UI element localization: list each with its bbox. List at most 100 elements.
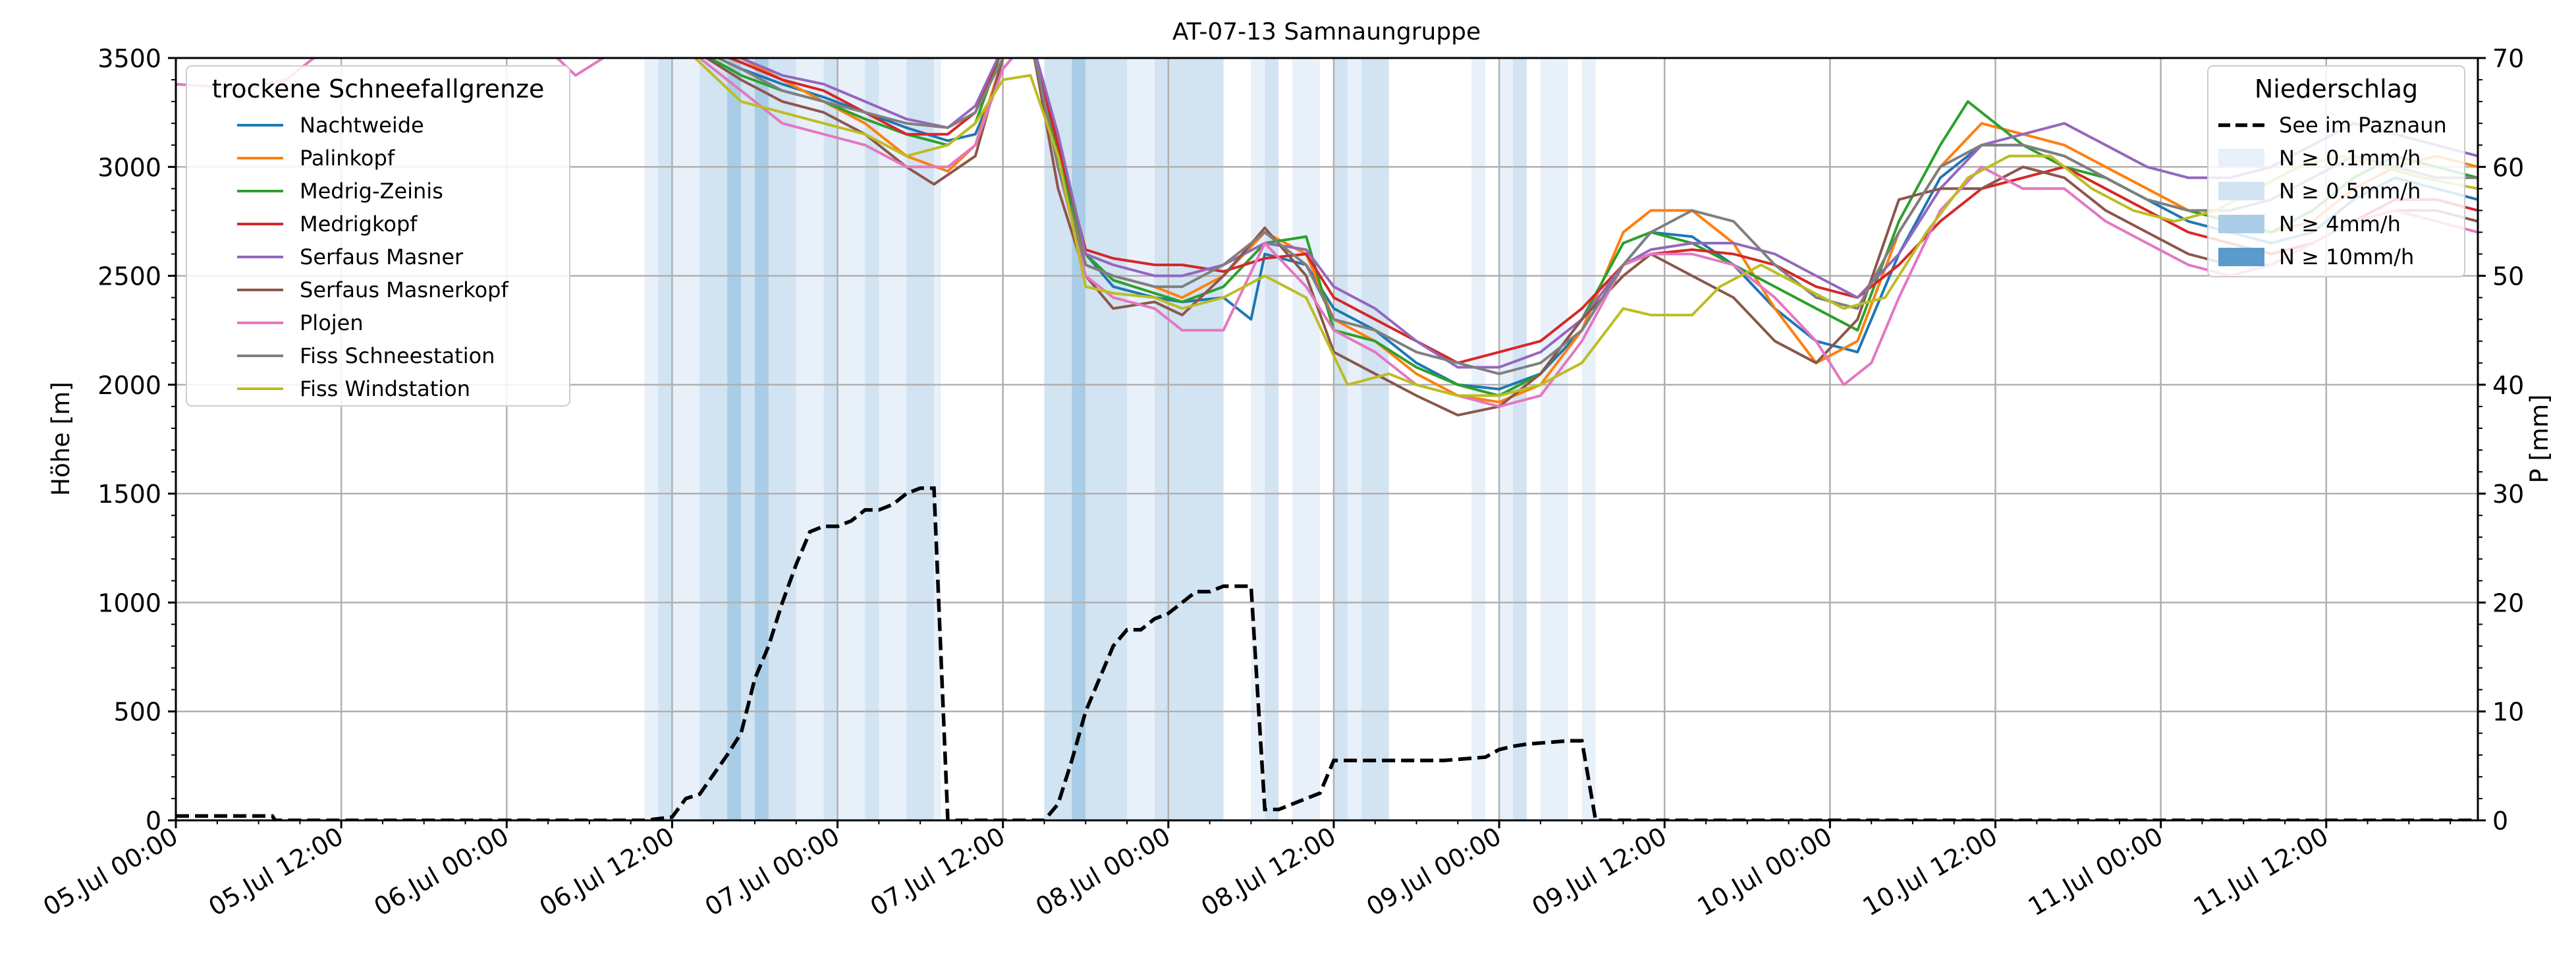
legend-entry: Plojen bbox=[300, 310, 364, 335]
legend-entry: Medrig-Zeinis bbox=[300, 179, 443, 204]
x-tick-label: 08.Jul 00:00 bbox=[1031, 822, 1175, 922]
precip-band bbox=[741, 58, 755, 820]
y2-tick-label: 10 bbox=[2492, 698, 2524, 727]
series-line-palinkopf bbox=[736, 58, 2478, 404]
precip-band bbox=[1333, 58, 1348, 820]
precip-band bbox=[1554, 58, 1568, 820]
series-line-plojen bbox=[176, 58, 2478, 408]
legend-snowline: trockene Schneefallgrenze Nachtweide Pali… bbox=[186, 65, 570, 407]
snowline-series bbox=[176, 58, 2478, 417]
precip-band bbox=[1347, 58, 1361, 820]
y2-axis-label: P [mm] bbox=[2525, 394, 2554, 483]
y2-tick-label: 0 bbox=[2492, 807, 2508, 836]
legend-precip-box bbox=[2207, 65, 2465, 277]
legend-entry: Serfaus Masnerkopf bbox=[300, 277, 508, 302]
precip-series bbox=[176, 486, 2478, 820]
y-tick-label: 2500 bbox=[97, 262, 161, 291]
legend-snowline-box bbox=[186, 65, 570, 407]
precip-band bbox=[823, 58, 838, 820]
y2-tick-label: 30 bbox=[2492, 480, 2524, 509]
x-tick-label: 06.Jul 12:00 bbox=[535, 822, 679, 922]
x-tick-label: 08.Jul 12:00 bbox=[1196, 822, 1340, 922]
y-tick-label: 3000 bbox=[97, 153, 161, 182]
series-line-medrig-zeinis bbox=[707, 58, 2478, 397]
precip-band bbox=[658, 58, 672, 820]
precip-band bbox=[754, 58, 769, 820]
precip-band bbox=[837, 58, 865, 820]
precip-band bbox=[1072, 58, 1086, 820]
legend-entry: Fiss Windstation bbox=[300, 376, 470, 401]
y-tick-label: 1500 bbox=[97, 480, 161, 509]
precip-band bbox=[1581, 58, 1596, 820]
legend-precip: Niederschlag See im Paznaun N ≥ 0.1mm/h N … bbox=[2207, 65, 2465, 277]
precip-band bbox=[906, 58, 935, 820]
y-tick-label: 2000 bbox=[97, 371, 161, 400]
legend-entry: N ≥ 10mm/h bbox=[2279, 244, 2414, 269]
precip-band bbox=[1182, 58, 1224, 820]
precip-band bbox=[796, 58, 824, 820]
y2-tick-label: 70 bbox=[2492, 44, 2524, 73]
x-tick-label: 06.Jul 00:00 bbox=[369, 822, 513, 922]
precip-band bbox=[1471, 58, 1486, 820]
x-tick-label: 07.Jul 00:00 bbox=[700, 822, 844, 922]
legend-entry: Serfaus Masner bbox=[300, 244, 464, 269]
precip-band bbox=[1265, 58, 1279, 820]
legend-precip-title: Niederschlag bbox=[2255, 74, 2418, 103]
series-line-fiss-windstation bbox=[693, 58, 2478, 397]
series-line-fiss-schneestation bbox=[715, 58, 2478, 376]
precip-band bbox=[672, 58, 700, 820]
x-tick-label: 10.Jul 00:00 bbox=[1693, 822, 1837, 922]
y-axis-label: Höhe [m] bbox=[47, 382, 75, 496]
precip-band bbox=[1540, 58, 1554, 820]
precip-band bbox=[1085, 58, 1128, 820]
y-tick-label: 0 bbox=[146, 807, 161, 836]
legend-swatch bbox=[2218, 149, 2264, 167]
precip-band bbox=[727, 58, 742, 820]
precip-band bbox=[879, 58, 907, 820]
y2-tick-label: 50 bbox=[2492, 262, 2524, 291]
legend-entry: Palinkopf bbox=[300, 146, 395, 171]
legend-entry: Medrigkopf bbox=[300, 212, 418, 237]
x-tick-label: 09.Jul 12:00 bbox=[1527, 822, 1671, 922]
y2-tick-label: 40 bbox=[2492, 371, 2524, 400]
precip-band bbox=[1513, 58, 1527, 820]
y-tick-label: 1000 bbox=[97, 588, 161, 617]
plot-frame bbox=[175, 57, 2479, 822]
legend-snowline-title: trockene Schneefallgrenze bbox=[212, 74, 545, 103]
x-tick-label: 10.Jul 12:00 bbox=[1858, 822, 2002, 922]
legend-swatch bbox=[2218, 182, 2264, 200]
precip-bands bbox=[644, 58, 1596, 820]
precip-band bbox=[1361, 58, 1389, 820]
chart-title: AT-07-13 Samnaungruppe bbox=[1172, 18, 1481, 45]
legend-swatch bbox=[2218, 248, 2264, 266]
legend-entry: See im Paznaun bbox=[2279, 113, 2447, 138]
legend-entry: Nachtweide bbox=[300, 113, 424, 138]
precip-band bbox=[1499, 58, 1514, 820]
x-tick-label: 07.Jul 12:00 bbox=[865, 822, 1010, 922]
y2-tick-label: 60 bbox=[2492, 153, 2524, 182]
precip-band bbox=[934, 58, 941, 820]
x-tick-label: 05.Jul 12:00 bbox=[204, 822, 348, 922]
precip-band bbox=[865, 58, 879, 820]
series-line-medrigkopf bbox=[726, 58, 2478, 364]
x-axis: 05.Jul 00:00 05.Jul 12:00 06.Jul 00:00 06.J… bbox=[38, 820, 2452, 922]
y-axis-right: 0 10 20 30 40 50 60 70 bbox=[2478, 44, 2524, 836]
legend-entry: N ≥ 0.5mm/h bbox=[2279, 179, 2421, 204]
precip-band bbox=[699, 58, 728, 820]
precip-band bbox=[644, 58, 659, 820]
series-line-serfaus-masner bbox=[736, 58, 2478, 369]
precip-line bbox=[176, 486, 2478, 820]
x-tick-label: 11.Jul 12:00 bbox=[2189, 822, 2333, 922]
y-tick-label: 500 bbox=[113, 698, 161, 727]
x-tick-label: 11.Jul 00:00 bbox=[2023, 822, 2168, 922]
precip-band bbox=[1292, 58, 1321, 820]
legend-swatch bbox=[2218, 215, 2264, 233]
y-tick-label: 3500 bbox=[97, 44, 161, 73]
precip-band bbox=[768, 58, 796, 820]
x-tick-label: 09.Jul 00:00 bbox=[1361, 822, 1506, 922]
y2-tick-label: 20 bbox=[2492, 588, 2524, 617]
legend-entry: N ≥ 4mm/h bbox=[2279, 212, 2401, 237]
legend-entry: Fiss Schneestation bbox=[300, 343, 495, 368]
y-axis-left: 0 500 1000 1500 2000 2500 3000 3500 bbox=[97, 44, 176, 836]
